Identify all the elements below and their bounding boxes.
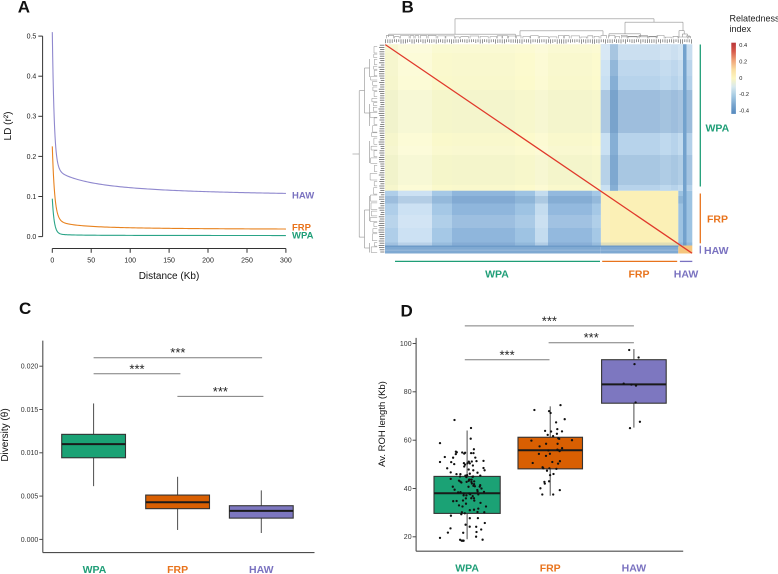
svg-text:0.3: 0.3 bbox=[27, 114, 37, 121]
svg-text:WPA: WPA bbox=[706, 123, 730, 135]
svg-text:150: 150 bbox=[163, 258, 175, 265]
svg-text:WPA: WPA bbox=[455, 563, 479, 574]
svg-text:0.010: 0.010 bbox=[21, 450, 39, 457]
svg-text:Diversity (θ): Diversity (θ) bbox=[0, 408, 11, 461]
svg-text:Distance (Kb): Distance (Kb) bbox=[139, 271, 200, 282]
svg-text:-0.4: -0.4 bbox=[739, 108, 749, 114]
svg-text:100: 100 bbox=[124, 258, 136, 265]
svg-text:Av. ROH length (Kb): Av. ROH length (Kb) bbox=[377, 381, 388, 467]
svg-text:HAW: HAW bbox=[292, 191, 314, 202]
svg-text:***: *** bbox=[500, 347, 515, 362]
svg-text:0.2: 0.2 bbox=[739, 60, 747, 66]
svg-text:FRP: FRP bbox=[540, 563, 561, 574]
svg-text:80: 80 bbox=[404, 389, 412, 396]
svg-text:20: 20 bbox=[404, 534, 412, 541]
svg-text:250: 250 bbox=[241, 258, 253, 265]
svg-text:0.4: 0.4 bbox=[739, 43, 747, 49]
svg-text:HAW: HAW bbox=[674, 269, 699, 281]
svg-text:200: 200 bbox=[202, 258, 214, 265]
svg-text:LD (r²): LD (r²) bbox=[3, 112, 14, 141]
svg-text:0.1: 0.1 bbox=[27, 194, 37, 201]
svg-text:WPA: WPA bbox=[83, 564, 107, 574]
svg-text:B: B bbox=[402, 0, 414, 17]
svg-text:0.020: 0.020 bbox=[21, 364, 39, 371]
svg-text:300: 300 bbox=[280, 258, 292, 265]
svg-text:FRP: FRP bbox=[629, 269, 650, 281]
svg-text:***: *** bbox=[542, 313, 557, 328]
svg-text:C: C bbox=[19, 299, 31, 318]
svg-text:0.015: 0.015 bbox=[21, 407, 39, 414]
svg-text:HAW: HAW bbox=[704, 245, 729, 257]
svg-text:-0.2: -0.2 bbox=[739, 92, 749, 98]
svg-text:HAW: HAW bbox=[249, 564, 274, 574]
svg-text:0.005: 0.005 bbox=[21, 494, 39, 501]
svg-text:0: 0 bbox=[50, 258, 54, 265]
svg-text:40: 40 bbox=[404, 486, 412, 493]
svg-text:WPA: WPA bbox=[485, 269, 509, 281]
svg-text:WPA: WPA bbox=[292, 230, 314, 241]
svg-text:A: A bbox=[18, 0, 30, 17]
svg-text:HAW: HAW bbox=[622, 563, 647, 574]
svg-text:***: *** bbox=[170, 345, 185, 360]
svg-text:0.0: 0.0 bbox=[27, 234, 37, 241]
svg-text:0.4: 0.4 bbox=[27, 74, 37, 81]
svg-text:0.2: 0.2 bbox=[27, 154, 37, 161]
svg-text:index: index bbox=[730, 24, 752, 34]
svg-text:FRP: FRP bbox=[292, 223, 312, 234]
svg-text:FRP: FRP bbox=[167, 564, 188, 574]
svg-text:0: 0 bbox=[739, 76, 742, 82]
svg-text:***: *** bbox=[129, 361, 144, 376]
svg-text:FRP: FRP bbox=[707, 214, 728, 226]
svg-text:60: 60 bbox=[404, 438, 412, 445]
svg-text:100: 100 bbox=[400, 341, 412, 348]
svg-text:***: *** bbox=[213, 384, 228, 399]
svg-text:Relatedness: Relatedness bbox=[730, 14, 778, 24]
svg-text:0.000: 0.000 bbox=[21, 537, 39, 544]
svg-text:D: D bbox=[401, 302, 413, 321]
svg-text:50: 50 bbox=[87, 258, 95, 265]
svg-text:***: *** bbox=[584, 330, 599, 345]
svg-text:0.5: 0.5 bbox=[27, 34, 37, 41]
